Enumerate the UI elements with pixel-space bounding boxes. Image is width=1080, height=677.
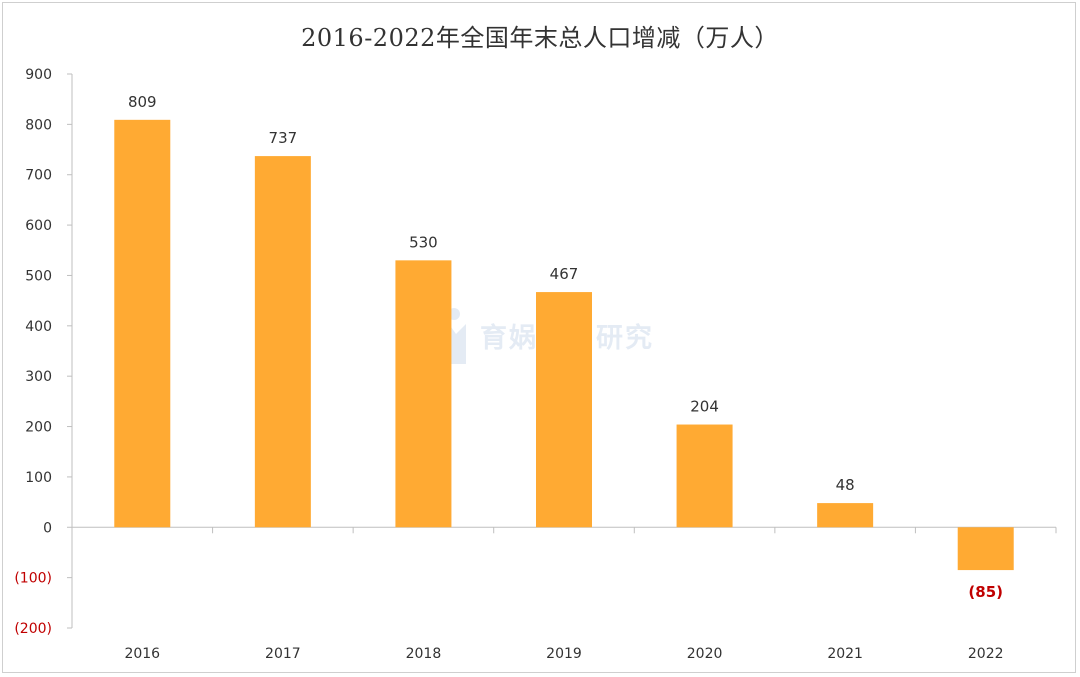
data-label: (85) (968, 583, 1003, 601)
y-tick-label: 500 (25, 268, 52, 284)
y-tick-label: 400 (25, 319, 52, 335)
y-tick-label: 700 (25, 168, 52, 184)
y-tick-label: 600 (25, 218, 52, 234)
x-tick-label: 2021 (827, 646, 863, 662)
x-tick-label: 2017 (265, 646, 301, 662)
y-tick-label: 200 (25, 420, 52, 436)
y-tick-label: (100) (14, 571, 52, 587)
bar (536, 292, 592, 528)
x-tick-label: 2019 (546, 646, 582, 662)
bar (676, 424, 733, 528)
bar (957, 527, 1014, 571)
x-tick-label: 2016 (124, 646, 160, 662)
bar (254, 156, 311, 528)
y-tick-label: 0 (43, 520, 52, 536)
y-tick-label: 100 (25, 470, 52, 486)
y-tick-label: 800 (25, 117, 52, 133)
x-tick-label: 2022 (968, 646, 1004, 662)
y-tick-label: 900 (25, 67, 52, 83)
data-label: 737 (269, 129, 298, 147)
data-label: 530 (409, 233, 438, 251)
bar (395, 260, 452, 528)
data-label: 204 (690, 398, 719, 416)
chart-title: 2016-2022年全国年末总人口增减（万人） (301, 24, 779, 52)
y-tick-label: (200) (14, 621, 52, 637)
data-label: 467 (550, 265, 579, 283)
data-label: 48 (836, 476, 855, 494)
x-tick-label: 2018 (406, 646, 442, 662)
data-label: 809 (128, 93, 157, 111)
y-tick-label: 300 (25, 369, 52, 385)
x-tick-label: 2020 (687, 646, 723, 662)
bar (817, 503, 874, 528)
bar (114, 119, 171, 528)
